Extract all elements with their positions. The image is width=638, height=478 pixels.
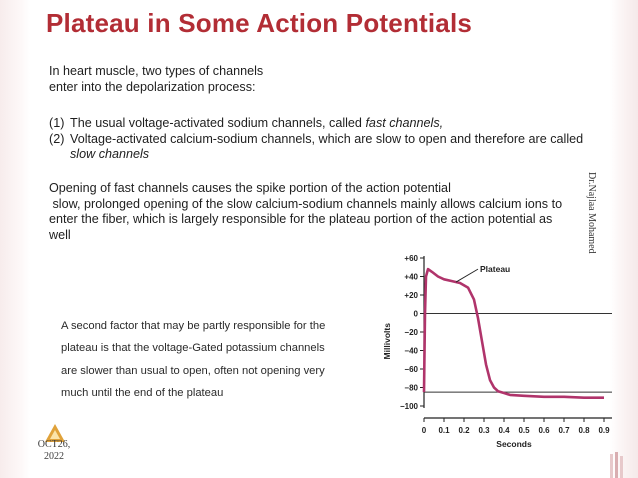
list-item: (1) The usual voltage-activated sodium c… bbox=[49, 116, 609, 132]
x-tick-label: 0.4 bbox=[498, 426, 510, 435]
opening-line: well bbox=[49, 227, 71, 242]
action-potential-trace bbox=[422, 267, 604, 399]
opening-line: Opening of fast channels causes the spik… bbox=[49, 181, 451, 195]
y-tick-label: 0 bbox=[414, 310, 419, 319]
triangle-logo-icon bbox=[45, 424, 65, 442]
slide-date: OCT26, 2022 bbox=[36, 439, 72, 463]
y-tick-label: −60 bbox=[404, 365, 418, 374]
factor-line: A second factor that may be partly respo… bbox=[61, 320, 326, 332]
list-number: (2) bbox=[49, 131, 65, 146]
second-factor-paragraph: A second factor that may be partly respo… bbox=[61, 315, 361, 405]
factor-line: are slower than usual to open, often not… bbox=[61, 364, 325, 377]
list-item: (2) Voltage-activated calcium-sodium cha… bbox=[49, 132, 609, 163]
list-text: The usual voltage-activated sodium chann… bbox=[70, 116, 366, 130]
chart-ticks bbox=[420, 257, 605, 422]
plateau-annotation: Plateau bbox=[480, 264, 510, 274]
intro-line: enter into the depolarization process: bbox=[49, 79, 256, 94]
y-tick-label: −40 bbox=[404, 347, 418, 356]
y-tick-label: +60 bbox=[404, 254, 418, 263]
channel-list: (1) The usual voltage-activated sodium c… bbox=[49, 116, 609, 163]
x-tick-label: 0.3 bbox=[478, 426, 490, 435]
x-tick-label: 0.5 bbox=[518, 426, 530, 435]
right-frame-decoration bbox=[610, 0, 638, 478]
x-tick-label: 0 bbox=[422, 426, 427, 435]
action-potential-chart: +60 +40 +20 0 −20 −40 −60 −80 −100 0 0.1 0.2 0.3 0.4 0… bbox=[382, 254, 612, 449]
list-text: Voltage-activated calcium-sodium channel… bbox=[70, 131, 584, 146]
x-tick-label: 0.2 bbox=[458, 426, 470, 435]
chart-labels: +60 +40 +20 0 −20 −40 −60 −80 −100 0 0.1 0.2 0.3 0.4 0… bbox=[382, 254, 610, 449]
x-tick-label: 0.8 bbox=[578, 426, 590, 435]
y-tick-label: −20 bbox=[404, 328, 418, 337]
x-tick-label: 0.7 bbox=[558, 426, 570, 435]
list-italic-term: slow channels bbox=[70, 147, 150, 162]
annotation-pointer bbox=[455, 268, 479, 283]
y-tick-label: −100 bbox=[400, 402, 419, 411]
left-frame-decoration bbox=[0, 0, 30, 478]
y-axis-label: Millivolts bbox=[382, 323, 392, 360]
y-tick-label: −80 bbox=[404, 384, 418, 393]
x-tick-label: 0.6 bbox=[538, 426, 550, 435]
date-line: 2022 bbox=[44, 451, 64, 462]
opening-line: slow, prolonged opening of the slow calc… bbox=[49, 196, 563, 211]
slide-title: Plateau in Some Action Potentials bbox=[46, 8, 473, 38]
opening-paragraph: Opening of fast channels causes the spik… bbox=[49, 181, 610, 243]
list-number: (1) bbox=[49, 116, 65, 130]
intro-paragraph: In heart muscle, two types of channels e… bbox=[49, 64, 489, 95]
decorative-bars-icon bbox=[610, 452, 623, 478]
opening-line: enter the fiber, which is largely respon… bbox=[49, 212, 553, 227]
chart-reference-lines bbox=[424, 313, 612, 393]
x-tick-label: 0.1 bbox=[438, 426, 450, 435]
list-italic-term: fast channels, bbox=[365, 116, 444, 130]
y-tick-label: +40 bbox=[404, 273, 418, 282]
x-tick-label: 0.9 bbox=[598, 426, 610, 435]
intro-line: In heart muscle, two types of channels bbox=[49, 64, 264, 78]
date-line: OCT26, bbox=[37, 439, 71, 450]
factor-line: plateau is that the voltage-Gated potass… bbox=[61, 342, 325, 355]
chart-series bbox=[422, 267, 604, 399]
y-tick-label: +20 bbox=[404, 291, 418, 300]
x-axis-label: Seconds bbox=[496, 439, 532, 449]
factor-line: much until the end of the plateau bbox=[61, 387, 224, 400]
author-watermark: Dr.Najlaa Mohamed bbox=[586, 172, 597, 254]
